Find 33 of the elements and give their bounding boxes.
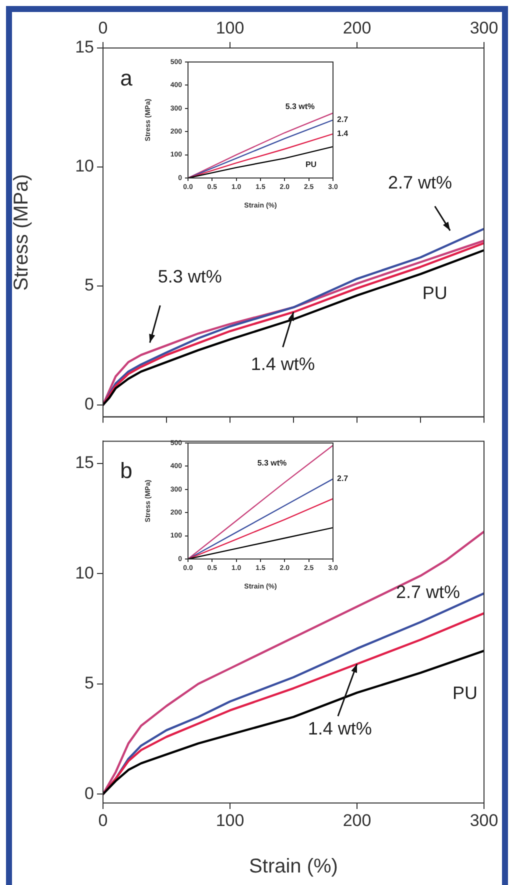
x-tick-label: 100 — [216, 810, 244, 830]
series-label: 5.3 wt% — [257, 458, 287, 468]
series-label: 2.7 — [337, 115, 349, 124]
annotation: b — [120, 458, 132, 484]
y-axis-title: Stress (MPa) — [10, 174, 33, 291]
y-tick-label: 5 — [84, 276, 94, 295]
annotation: PU — [422, 282, 448, 303]
series-label: 1.4 — [337, 129, 349, 138]
annotation: 2.7 wt% — [388, 172, 452, 193]
y-tick-label: 5 — [84, 674, 94, 693]
y-tick-label: 0 — [84, 784, 94, 803]
series-label: 2.7 — [337, 474, 349, 484]
y-tick-label: 15 — [75, 38, 94, 57]
y-tick-label: 15 — [75, 452, 94, 472]
x2-tick-label: 0 — [98, 18, 108, 38]
x-tick-label: 300 — [470, 810, 498, 830]
series-label: 5.3 wt% — [285, 102, 315, 112]
series-label: PU — [305, 160, 317, 169]
annotation: 5.3 wt% — [158, 266, 222, 286]
annotation: 1.4 wt% — [308, 718, 372, 738]
annotation: PU — [452, 683, 478, 704]
x-tick-label: 200 — [342, 810, 372, 830]
y-tick-label: 10 — [75, 563, 94, 582]
annotation: 2.7 wt% — [396, 582, 460, 602]
x2-tick-label: 300 — [470, 18, 498, 38]
y-tick-label: 0 — [84, 394, 94, 414]
x-axis-title: Strain (%) — [249, 856, 338, 878]
x2-tick-label: 200 — [342, 18, 372, 38]
annotation: 1.4 wt% — [250, 354, 315, 374]
y-tick-label: 10 — [75, 156, 94, 176]
x2-tick-label: 100 — [216, 18, 244, 38]
x-tick-label: 0 — [98, 810, 108, 830]
annotation: a — [120, 65, 134, 90]
